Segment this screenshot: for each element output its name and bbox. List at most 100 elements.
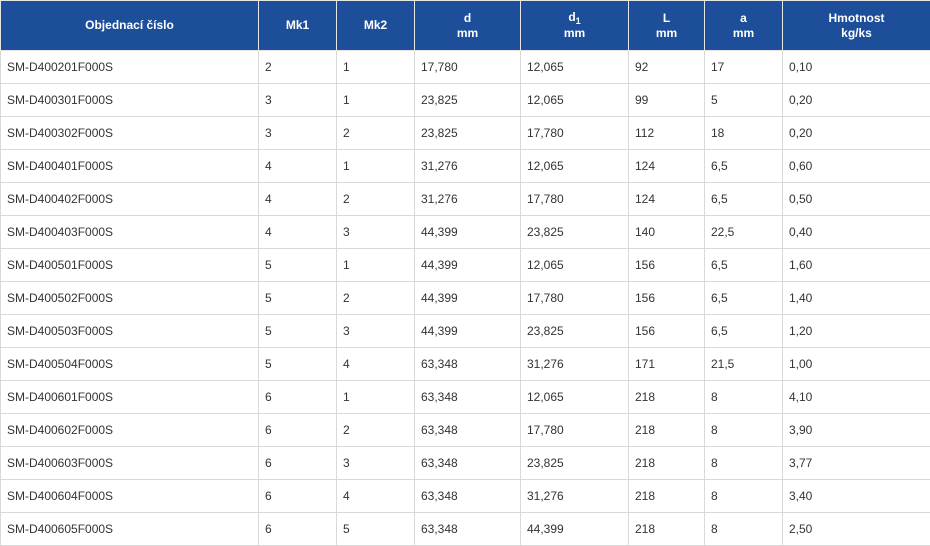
cell-a: 21,5 [704, 347, 783, 381]
table-row: SM-D400501F000S 5 1 44,399 12,065 156 6,5 1,60 [0, 248, 930, 282]
cell-d: 63,348 [414, 413, 521, 447]
cell-d: 31,276 [414, 149, 521, 183]
cell-l: 218 [628, 512, 705, 546]
cell-mk1: 5 [258, 248, 337, 282]
cell-mk2: 4 [336, 347, 415, 381]
cell-d1: 17,780 [520, 182, 629, 216]
cell-weight: 0,20 [782, 83, 930, 117]
cell-order-number: SM-D400201F000S [0, 50, 259, 84]
cell-order-number: SM-D400401F000S [0, 149, 259, 183]
cell-l: 218 [628, 479, 705, 513]
cell-d: 31,276 [414, 182, 521, 216]
cell-weight: 3,40 [782, 479, 930, 513]
cell-d: 17,780 [414, 50, 521, 84]
header-weight[interactable]: Hmotnost kg/ks [782, 0, 930, 51]
table-row: SM-D400601F000S 6 1 63,348 12,065 218 8 4,10 [0, 380, 930, 414]
table-row: SM-D400603F000S 6 3 63,348 23,825 218 8 3,77 [0, 446, 930, 480]
table-row: SM-D400602F000S 6 2 63,348 17,780 218 8 3,90 [0, 413, 930, 447]
table-row: SM-D400504F000S 5 4 63,348 31,276 171 21,5 1,00 [0, 347, 930, 381]
cell-mk2: 4 [336, 479, 415, 513]
header-order-number[interactable]: Objednací číslo [0, 0, 259, 51]
cell-a: 8 [704, 479, 783, 513]
table-body: SM-D400201F000S 2 1 17,780 12,065 92 17 0,10 SM-… [0, 50, 930, 546]
cell-mk1: 6 [258, 380, 337, 414]
cell-d1: 12,065 [520, 50, 629, 84]
cell-weight: 0,50 [782, 182, 930, 216]
cell-d1: 23,825 [520, 314, 629, 348]
cell-a: 6,5 [704, 149, 783, 183]
cell-weight: 1,60 [782, 248, 930, 282]
cell-d1: 17,780 [520, 116, 629, 150]
cell-d1: 12,065 [520, 83, 629, 117]
cell-a: 8 [704, 512, 783, 546]
cell-l: 218 [628, 446, 705, 480]
table-row: SM-D400604F000S 6 4 63,348 31,276 218 8 3,40 [0, 479, 930, 513]
cell-l: 218 [628, 413, 705, 447]
table-header-row: Objednací číslo Mk1 Mk2 d mm d1 mm L mm … [0, 0, 930, 51]
cell-d1: 31,276 [520, 479, 629, 513]
table-row: SM-D400503F000S 5 3 44,399 23,825 156 6,5 1,20 [0, 314, 930, 348]
cell-d: 44,399 [414, 215, 521, 249]
cell-a: 8 [704, 413, 783, 447]
cell-a: 8 [704, 380, 783, 414]
cell-weight: 0,40 [782, 215, 930, 249]
cell-weight: 0,60 [782, 149, 930, 183]
cell-order-number: SM-D400605F000S [0, 512, 259, 546]
cell-order-number: SM-D400402F000S [0, 182, 259, 216]
cell-d: 44,399 [414, 248, 521, 282]
cell-mk2: 1 [336, 50, 415, 84]
cell-mk1: 6 [258, 479, 337, 513]
cell-mk1: 3 [258, 83, 337, 117]
cell-weight: 4,10 [782, 380, 930, 414]
cell-mk2: 3 [336, 446, 415, 480]
header-d[interactable]: d mm [414, 0, 521, 51]
cell-mk2: 2 [336, 116, 415, 150]
header-mk1[interactable]: Mk1 [258, 0, 337, 51]
cell-order-number: SM-D400403F000S [0, 215, 259, 249]
cell-a: 8 [704, 446, 783, 480]
table-row: SM-D400301F000S 3 1 23,825 12,065 99 5 0,20 [0, 83, 930, 117]
table-row: SM-D400605F000S 6 5 63,348 44,399 218 8 2,50 [0, 512, 930, 546]
cell-mk1: 6 [258, 512, 337, 546]
cell-order-number: SM-D400301F000S [0, 83, 259, 117]
cell-l: 140 [628, 215, 705, 249]
header-d1[interactable]: d1 mm [520, 0, 629, 51]
header-l[interactable]: L mm [628, 0, 705, 51]
cell-d1: 17,780 [520, 413, 629, 447]
cell-weight: 0,20 [782, 116, 930, 150]
cell-a: 5 [704, 83, 783, 117]
cell-d1: 23,825 [520, 446, 629, 480]
cell-order-number: SM-D400602F000S [0, 413, 259, 447]
cell-l: 124 [628, 149, 705, 183]
cell-d1: 44,399 [520, 512, 629, 546]
cell-mk2: 1 [336, 149, 415, 183]
cell-d: 63,348 [414, 479, 521, 513]
cell-mk1: 6 [258, 413, 337, 447]
cell-weight: 0,10 [782, 50, 930, 84]
cell-l: 171 [628, 347, 705, 381]
cell-mk2: 2 [336, 281, 415, 315]
cell-mk1: 2 [258, 50, 337, 84]
header-mk2[interactable]: Mk2 [336, 0, 415, 51]
cell-a: 6,5 [704, 182, 783, 216]
cell-mk1: 4 [258, 182, 337, 216]
cell-mk2: 1 [336, 83, 415, 117]
cell-d: 23,825 [414, 83, 521, 117]
cell-order-number: SM-D400604F000S [0, 479, 259, 513]
cell-d: 44,399 [414, 281, 521, 315]
cell-l: 92 [628, 50, 705, 84]
cell-weight: 1,40 [782, 281, 930, 315]
cell-a: 22,5 [704, 215, 783, 249]
cell-a: 18 [704, 116, 783, 150]
cell-mk2: 3 [336, 215, 415, 249]
header-a[interactable]: a mm [704, 0, 783, 51]
cell-mk1: 4 [258, 215, 337, 249]
cell-d1: 17,780 [520, 281, 629, 315]
cell-mk1: 5 [258, 347, 337, 381]
cell-mk1: 3 [258, 116, 337, 150]
table-row: SM-D400403F000S 4 3 44,399 23,825 140 22,5 0,40 [0, 215, 930, 249]
cell-mk2: 2 [336, 182, 415, 216]
cell-a: 6,5 [704, 281, 783, 315]
cell-weight: 1,00 [782, 347, 930, 381]
cell-d: 63,348 [414, 512, 521, 546]
